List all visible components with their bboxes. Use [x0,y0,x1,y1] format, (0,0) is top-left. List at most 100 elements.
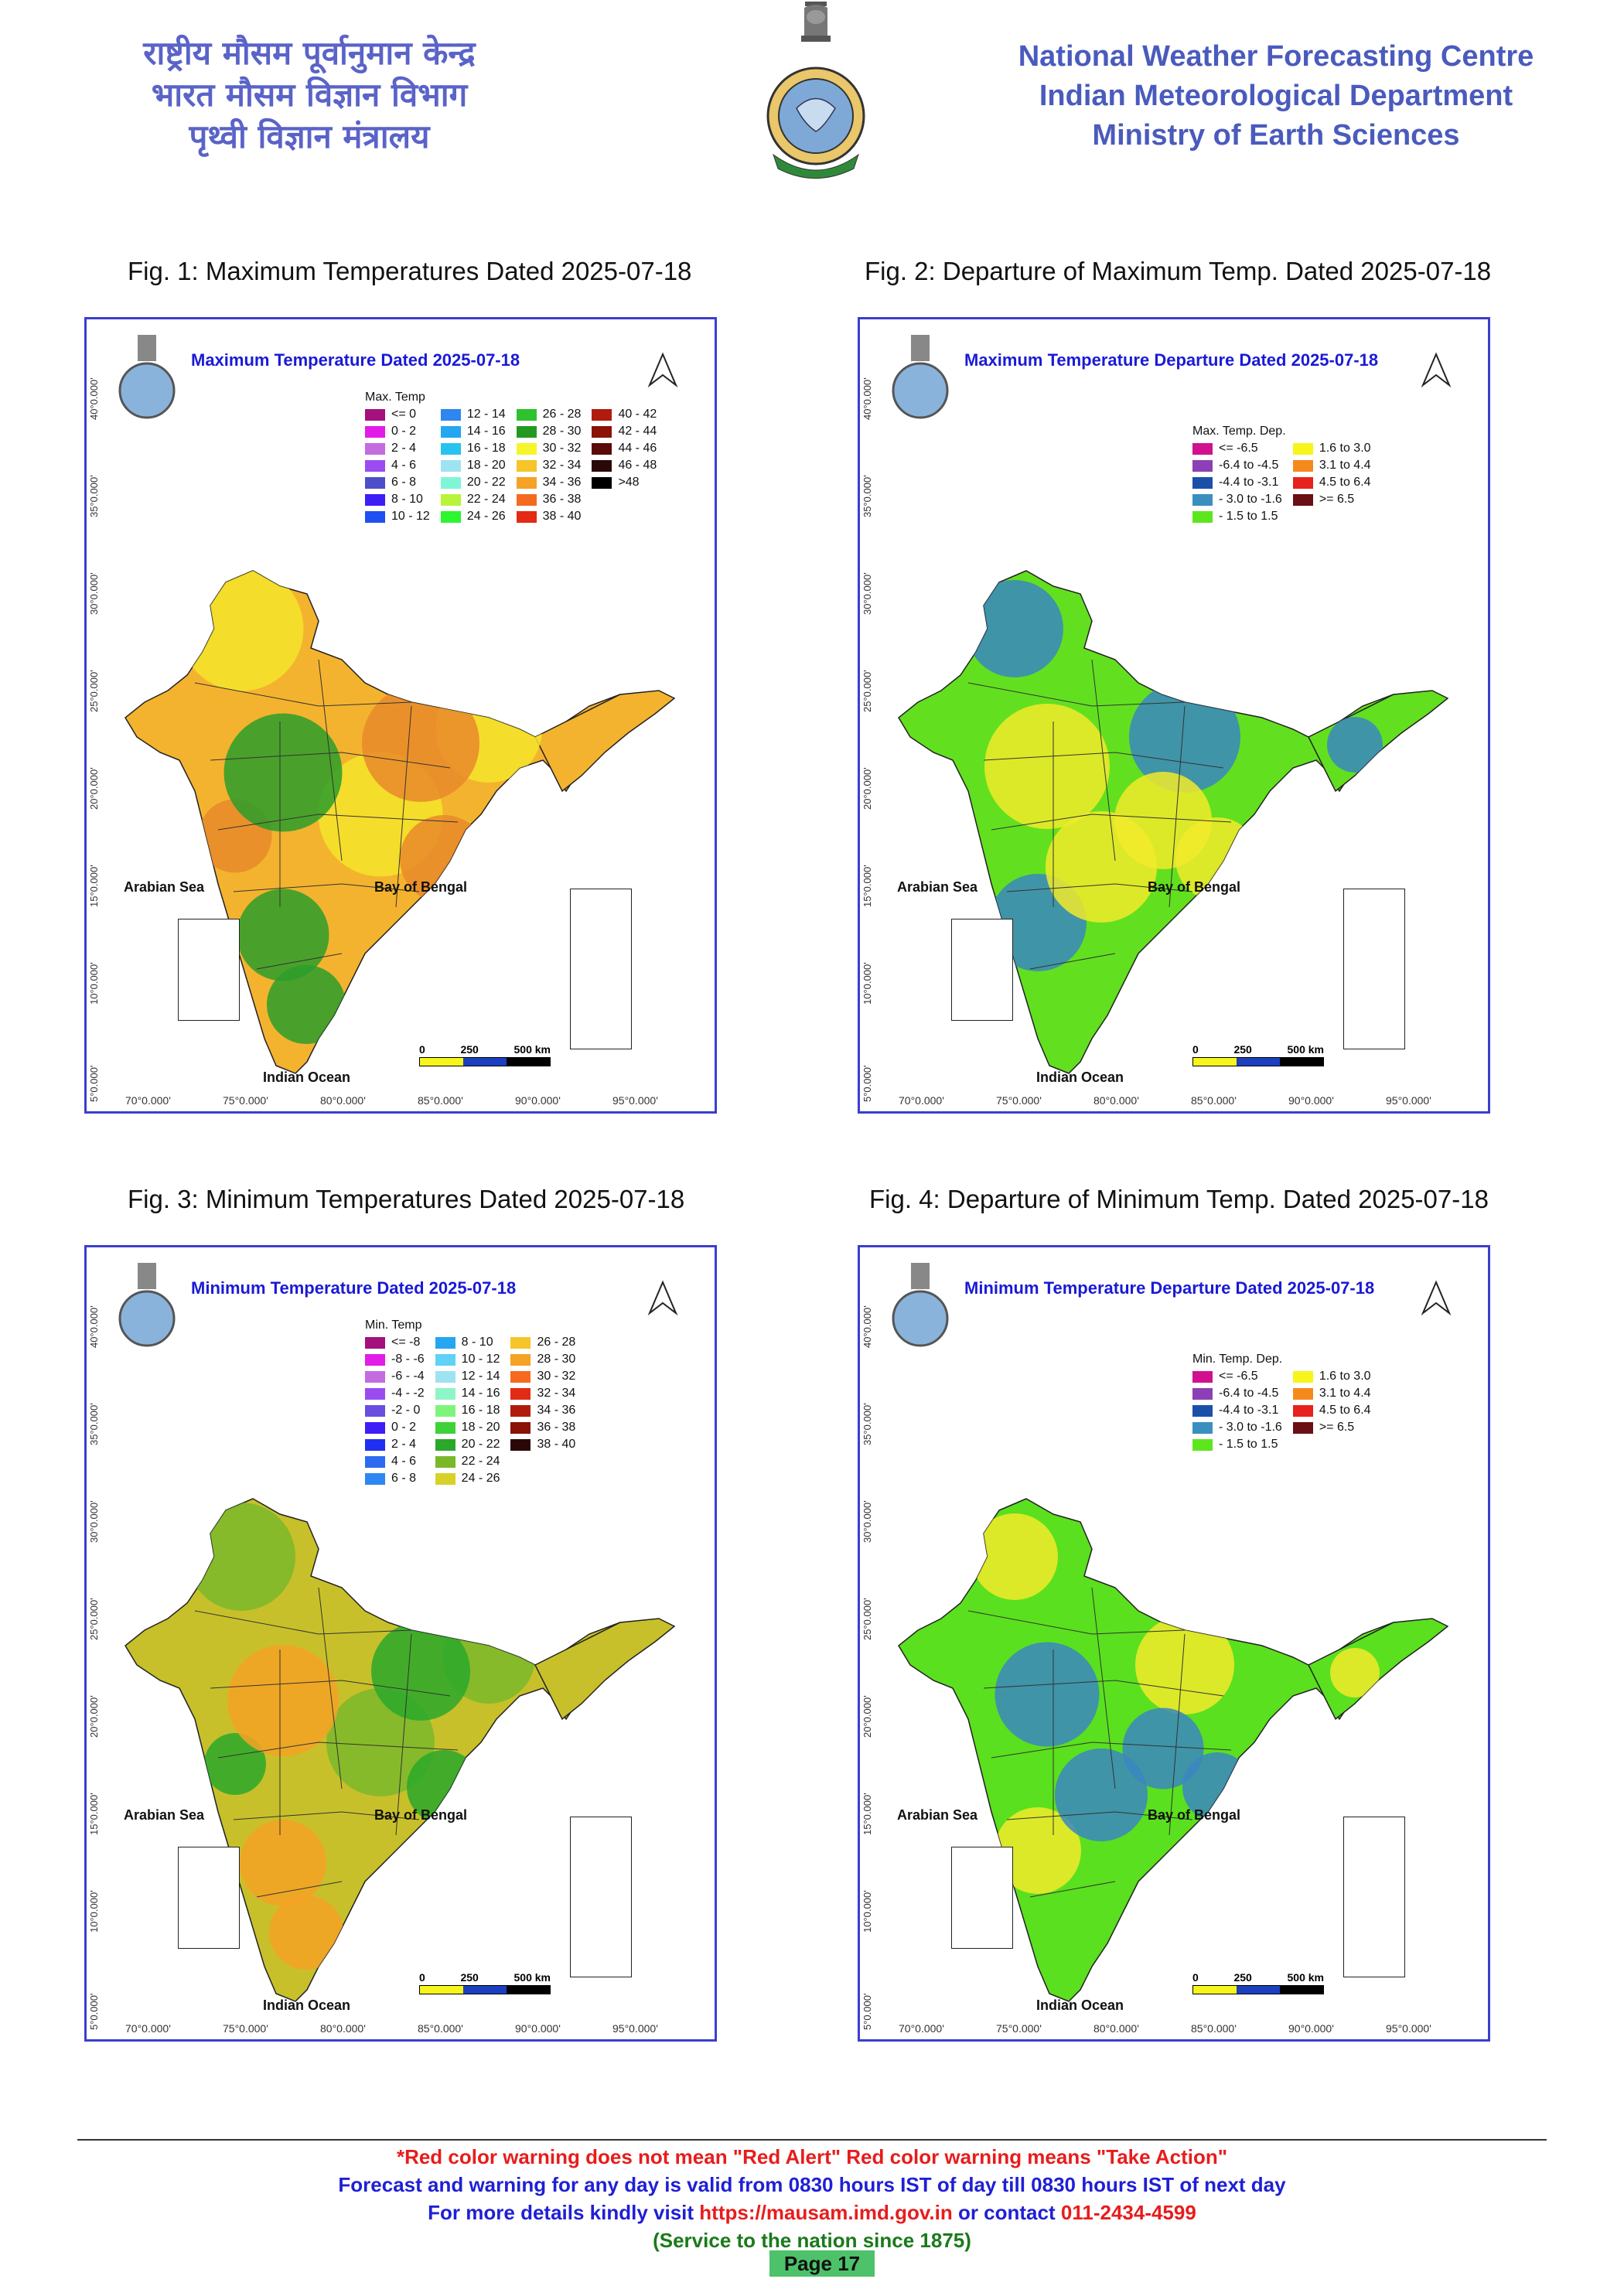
legend-label: 30 - 32 [542,442,582,455]
legend-label: 1.6 to 3.0 [1319,1370,1371,1383]
legend-swatch [1292,1370,1313,1383]
legend-label: 30 - 32 [537,1370,576,1383]
legend-label: 28 - 30 [542,425,582,438]
legend-swatch [516,408,537,421]
legend-label: 0 - 2 [391,425,417,438]
longitude-label: 95°0.000' [612,2022,658,2035]
legend-label: - 1.5 to 1.5 [1219,1438,1278,1451]
legend-title: Min. Temp. Dep. [1192,1353,1283,1366]
legend-title: Max. Temp [365,391,425,404]
legend-swatch [592,476,612,489]
longitude-label: 95°0.000' [1386,2022,1431,2035]
legend-label: 12 - 14 [461,1370,500,1383]
bay-of-bengal-label: Bay of Bengal [374,879,468,895]
latitude-label: 30°0.000' [861,572,873,615]
legend-item: 44 - 46 [592,442,657,455]
legend-label: 26 - 28 [542,408,582,421]
footer-contact-line: For more details kindly visit https://ma… [0,2201,1624,2225]
legend-label: >= 6.5 [1319,1421,1355,1434]
imd-logo-icon [892,1290,949,1347]
legend-item: <= -8 [365,1336,425,1349]
emblem-icon [138,1263,156,1289]
legend-label: 6 - 8 [391,1472,417,1485]
latitude-label: 10°0.000' [861,1890,873,1933]
legend-swatch [440,493,461,506]
legend-item: -2 - 0 [365,1404,425,1418]
legend-label: 6 - 8 [391,476,417,489]
latitude-label: 30°0.000' [861,1500,873,1543]
latitude-label: 5°0.000' [861,1065,873,1102]
legend-label: -4.4 to -3.1 [1219,1404,1279,1417]
legend-swatch [510,1421,531,1434]
legend-item: 3.1 to 4.4 [1292,1387,1371,1400]
longitude-label: 70°0.000' [125,1094,171,1107]
andaman-nicobar-inset [570,889,632,1049]
legend-swatch [365,493,385,506]
legend-item: 4 - 6 [365,1455,425,1469]
legend-swatch [516,476,537,489]
legend-item: 2 - 4 [365,442,430,455]
legend-item: 10 - 12 [365,510,430,524]
legend-label: 8 - 10 [461,1336,493,1349]
footer-phone: 011-2434-4599 [1060,2201,1196,2224]
arabian-sea-label: Arabian Sea [124,879,205,895]
legend-swatch [365,1370,385,1383]
latitude-label: 5°0.000' [861,1993,873,2030]
legend-swatch [365,1353,385,1366]
legend-swatch [1292,493,1313,506]
legend-swatch [1292,1421,1313,1434]
legend-item: <= -6.5 [1192,1370,1282,1383]
legend-item: -4.4 to -3.1 [1192,1404,1282,1418]
legend-label: - 3.0 to -1.6 [1219,493,1282,506]
latitude-label: 15°0.000' [861,865,873,907]
footer-contact-mid: or contact [957,2201,1056,2224]
legend-item: 36 - 38 [510,1421,575,1435]
scale-label: 0 [1192,1043,1199,1056]
longitude-label: 75°0.000' [223,2022,268,2035]
legend-label: - 3.0 to -1.6 [1219,1421,1282,1434]
legend-swatch [592,408,612,421]
legend-item: 10 - 12 [435,1353,500,1366]
legend-item: 16 - 18 [435,1404,500,1418]
india-map [118,1263,678,2002]
legend-swatch [435,1336,455,1349]
fig1-map-panel: Maximum Temperature Dated 2025-07-18 Max.… [84,317,717,1114]
legend-item: - 1.5 to 1.5 [1192,510,1282,524]
latitude-label: 20°0.000' [88,767,100,810]
legend-label: 24 - 26 [466,510,506,523]
legend-label: <= -6.5 [1219,442,1258,455]
northeast-region [534,690,676,793]
legend-swatch [1292,1404,1313,1417]
legend: Max. Temp. Dep. <= -6.5 -6.4 to -4.5 -4.4 t… [1192,425,1371,524]
legend-swatch [1192,510,1213,523]
legend-item: - 3.0 to -1.6 [1192,493,1282,507]
legend-swatch [1292,1387,1313,1400]
latitude-label: 10°0.000' [861,962,873,1005]
legend-item: 8 - 10 [365,493,430,507]
legend-label: 12 - 14 [466,408,506,421]
fig2-caption: Fig. 2: Departure of Maximum Temp. Dated… [865,257,1492,285]
legend-item: 32 - 34 [516,459,581,473]
legend-label: -4 - -2 [391,1387,425,1400]
legend-label: 2 - 4 [391,1438,417,1451]
header-english-line-1: National Weather Forecasting Centre [1018,40,1534,73]
legend-label: 20 - 22 [461,1438,500,1451]
arabian-sea-label: Arabian Sea [897,879,978,895]
legend-swatch [365,1421,385,1434]
legend-label: -2 - 0 [391,1404,421,1417]
legend-label: <= 0 [391,408,417,421]
footer-contact-prefix: For more details kindly visit [428,2201,694,2224]
legend-swatch [435,1438,455,1451]
latitude-label: 30°0.000' [88,1500,100,1543]
legend-swatch [365,408,385,421]
legend-swatch [365,1455,385,1468]
indian-ocean-label: Indian Ocean [1036,1997,1124,2013]
legend-label: 42 - 44 [618,425,657,438]
header-english: National Weather Forecasting Centre Indi… [990,37,1562,155]
legend-item: -6 - -4 [365,1370,425,1383]
legend-item: 4.5 to 6.4 [1292,476,1371,490]
legend-label: 14 - 16 [466,425,506,438]
footer-website-link[interactable]: https://mausam.imd.gov.in [699,2201,953,2224]
latitude-label: 5°0.000' [88,1065,100,1102]
legend-swatch [1192,459,1213,472]
